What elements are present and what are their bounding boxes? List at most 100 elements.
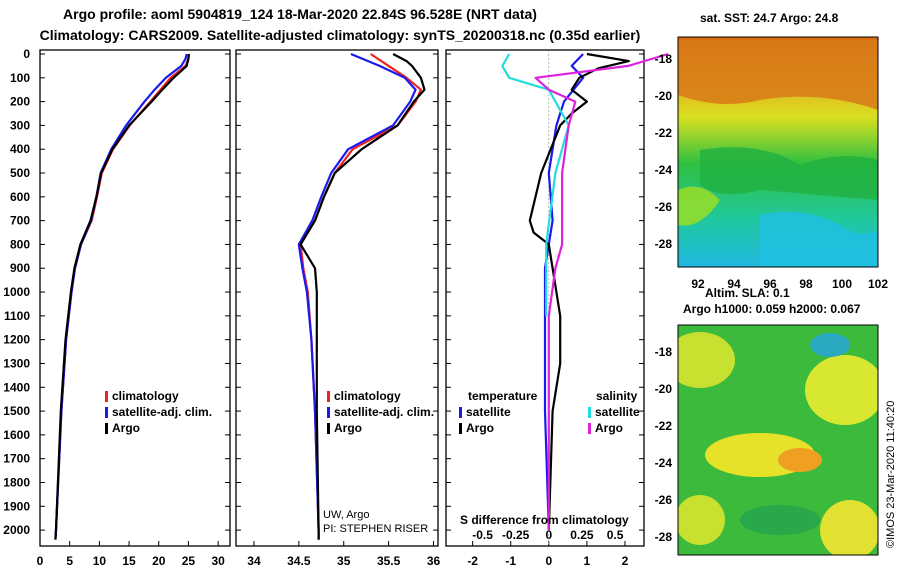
legend-title-salinity: salinity bbox=[596, 389, 638, 403]
sst-map bbox=[677, 36, 879, 268]
annotation-pi: PI: STEPHEN RISER bbox=[323, 523, 428, 535]
salinity-tick-label: 36 bbox=[427, 554, 441, 568]
salinity-tick-label: 35 bbox=[337, 554, 351, 568]
temperature-diff-tick-label: 1 bbox=[584, 554, 591, 568]
depth-tick-label: 1200 bbox=[3, 333, 30, 347]
sst-lat-tick: -22 bbox=[655, 126, 673, 140]
depth-tick-label: 0 bbox=[23, 47, 30, 61]
sla-title-line2: Argo h1000: 0.059 h2000: 0.067 bbox=[683, 302, 861, 316]
sla-patch bbox=[820, 500, 878, 555]
depth-tick-label: 200 bbox=[10, 95, 30, 109]
depth-tick-label: 900 bbox=[10, 261, 30, 275]
sla-patch bbox=[805, 355, 878, 425]
sst-map-frame bbox=[677, 36, 879, 268]
salinity-tick-label: 34.5 bbox=[287, 554, 311, 568]
sla-patch bbox=[678, 495, 725, 545]
temperature-diff-tick-label: -1 bbox=[505, 554, 516, 568]
depth-tick-label: 1000 bbox=[3, 285, 30, 299]
temperature-profile-satellite-line bbox=[54, 53, 188, 540]
legend-label: satellite-adj. clim. bbox=[334, 405, 434, 419]
depth-tick-label: 1600 bbox=[3, 428, 30, 442]
header-line2: Climatology: CARS2009. Satellite-adjuste… bbox=[39, 27, 641, 43]
legend-swatch bbox=[588, 423, 591, 434]
sla-patch bbox=[678, 332, 735, 388]
legend-label: climatology bbox=[112, 389, 179, 403]
sla-map bbox=[677, 324, 879, 556]
annotation-uw-argo: UW, Argo bbox=[323, 509, 369, 521]
sst-lat-tick: -28 bbox=[655, 237, 673, 251]
legend-swatch bbox=[105, 407, 108, 418]
temperature-tick-label: 25 bbox=[182, 554, 196, 568]
diff-salinity-Argo-line bbox=[534, 52, 669, 531]
salinity-tick-label: 34 bbox=[247, 554, 261, 568]
temperature-diff-tick-label: -2 bbox=[467, 554, 478, 568]
legend-label: Argo bbox=[334, 421, 362, 435]
sst-lat-tick: -24 bbox=[655, 163, 673, 177]
depth-tick-label: 800 bbox=[10, 237, 30, 251]
sla-patch bbox=[740, 505, 820, 535]
sla-lat-tick: -22 bbox=[655, 419, 673, 433]
depth-tick-label: 1300 bbox=[3, 356, 30, 370]
temperature-tick-label: 30 bbox=[211, 554, 225, 568]
depth-tick-label: 2000 bbox=[3, 523, 30, 537]
diff-salinity-satellite-line bbox=[501, 53, 570, 316]
salinity-diff-tick-label: -0.5 bbox=[472, 528, 493, 542]
sst-lon-tick: 100 bbox=[832, 277, 852, 291]
salinity-tick-label: 35.5 bbox=[377, 554, 401, 568]
sla-lat-tick: -20 bbox=[655, 382, 673, 396]
depth-tick-label: 100 bbox=[10, 71, 30, 85]
sst-warm-patch bbox=[678, 40, 878, 110]
depth-tick-label: 1100 bbox=[4, 309, 30, 323]
temperature-tick-label: 20 bbox=[152, 554, 166, 568]
temperature-profile-argo-line bbox=[54, 53, 191, 540]
sla-lat-tick: -26 bbox=[655, 493, 673, 507]
temperature-tick-label: 10 bbox=[93, 554, 107, 568]
difference-panel bbox=[445, 49, 645, 547]
salinity-diff-tick-label: -0.25 bbox=[502, 528, 530, 542]
legend-swatch bbox=[105, 423, 108, 434]
temperature-diff-tick-label: 2 bbox=[622, 554, 629, 568]
depth-tick-label: 1800 bbox=[3, 475, 30, 489]
legend-swatch bbox=[459, 407, 462, 418]
header-line1: Argo profile: aoml 5904819_124 18-Mar-20… bbox=[63, 6, 537, 22]
depth-tick-label: 700 bbox=[10, 214, 30, 228]
sst-lat-tick: -26 bbox=[655, 200, 673, 214]
temperature-tick-label: 0 bbox=[37, 554, 44, 568]
sst-yellow-patch bbox=[678, 186, 720, 226]
temperature-profile-climatology-line bbox=[54, 54, 190, 540]
sla-lat-tick: -18 bbox=[655, 345, 673, 359]
sst-lat-tick: -20 bbox=[655, 89, 673, 103]
temperature-tick-label: 15 bbox=[122, 554, 136, 568]
depth-tick-label: 1500 bbox=[3, 404, 30, 418]
sst-title: sat. SST: 24.7 Argo: 24.8 bbox=[700, 11, 839, 25]
depth-tick-label: 1400 bbox=[3, 380, 30, 394]
legend-label: Argo bbox=[112, 421, 140, 435]
legend-title-temperature: temperature bbox=[468, 389, 538, 403]
temperature-panel bbox=[39, 49, 231, 547]
legend-swatch bbox=[459, 423, 462, 434]
difference-xlabel: S difference from climatology bbox=[460, 513, 629, 527]
sla-patch bbox=[778, 448, 822, 472]
sst-lon-tick: 94 bbox=[727, 277, 741, 291]
depth-tick-label: 300 bbox=[10, 118, 30, 132]
legend-label: climatology bbox=[334, 389, 401, 403]
depth-tick-label: 600 bbox=[10, 190, 30, 204]
salinity-profile-satellite-line bbox=[297, 52, 417, 540]
salinity-profile-argo-line bbox=[299, 53, 426, 540]
depth-tick-label: 1700 bbox=[3, 452, 30, 466]
sst-lon-tick: 102 bbox=[868, 277, 888, 291]
legend-label: satellite-adj. clim. bbox=[112, 405, 212, 419]
sst-lon-tick: 92 bbox=[691, 277, 705, 291]
sla-patch bbox=[810, 333, 850, 357]
salinity-panel bbox=[235, 49, 439, 547]
legend-label: Argo bbox=[595, 421, 623, 435]
depth-tick-label: 400 bbox=[10, 142, 30, 156]
legend-swatch bbox=[327, 423, 330, 434]
legend-label: Argo bbox=[466, 421, 494, 435]
salinity-diff-tick-label: 0.5 bbox=[607, 528, 624, 542]
legend-swatch bbox=[327, 391, 330, 402]
sla-lat-tick: -28 bbox=[655, 530, 673, 544]
depth-tick-label: 500 bbox=[10, 166, 30, 180]
sla-lat-tick: -24 bbox=[655, 456, 673, 470]
